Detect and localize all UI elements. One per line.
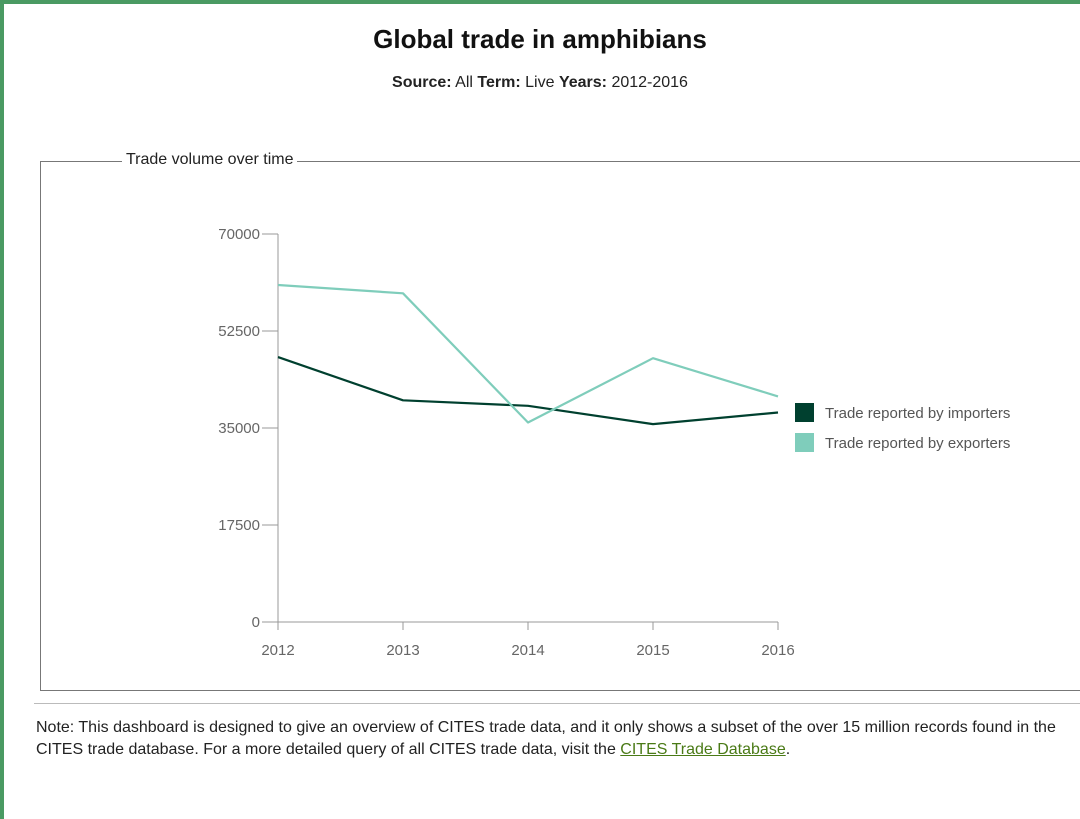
series-line-importers	[277, 356, 779, 426]
panel-legend-title: Trade volume over time	[122, 151, 298, 169]
y-tick-label: 70000	[218, 226, 260, 243]
series-line-exporters	[277, 283, 779, 424]
note-suffix: .	[785, 741, 791, 758]
filter-years-label: Years:	[558, 74, 607, 91]
chart-panel	[40, 161, 1080, 691]
filter-term-value: Live	[525, 74, 555, 91]
divider	[34, 703, 1080, 704]
filter-source-value: All	[455, 74, 473, 91]
x-tick-label: 2015	[636, 642, 669, 659]
filter-years-value: 2012-2016	[611, 74, 688, 91]
y-tick-label: 17500	[218, 517, 260, 534]
filter-source-label: Source:	[392, 74, 452, 91]
legend-swatch-exporters	[795, 433, 814, 452]
filter-summary: Source: All Term: Live Years: 2012-2016	[0, 74, 1080, 92]
y-tick-label: 52500	[218, 323, 260, 340]
page-title: Global trade in amphibians	[373, 24, 707, 54]
chart-lines	[277, 283, 779, 426]
x-tick-label: 2014	[511, 642, 544, 659]
legend-swatch-importers	[795, 403, 814, 422]
x-tick-label: 2012	[261, 642, 294, 659]
cites-trade-database-link[interactable]: CITES Trade Database	[620, 741, 786, 758]
note-body: Note: This dashboard is designed to give…	[36, 719, 1056, 758]
legend-label-importers: Trade reported by importers	[825, 405, 1010, 422]
y-tick-label: 0	[252, 614, 260, 631]
legend-label-exporters: Trade reported by exporters	[825, 435, 1010, 452]
filter-term-label: Term:	[477, 74, 521, 91]
y-tick-label: 35000	[218, 420, 260, 437]
x-tick-label: 2013	[386, 642, 419, 659]
note-text: Note: This dashboard is designed to give…	[36, 717, 1066, 761]
x-tick-label: 2016	[761, 642, 794, 659]
chart-legend: Trade reported by importers Trade reporte…	[795, 403, 1010, 452]
